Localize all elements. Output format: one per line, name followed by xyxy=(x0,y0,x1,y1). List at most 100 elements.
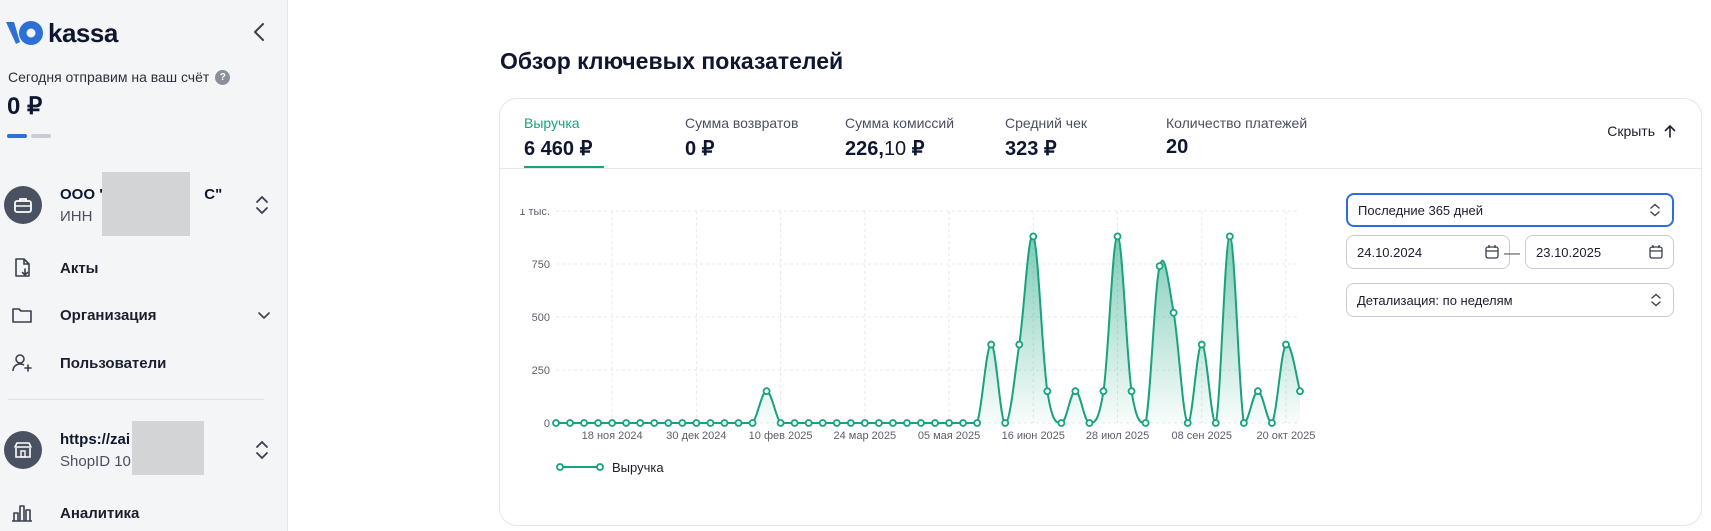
folder-icon xyxy=(12,308,32,323)
x-tick-label: 20 окт 2025 xyxy=(1257,430,1316,442)
organization-switcher[interactable]: ООО " С" ИНН xyxy=(4,172,274,236)
y-tick-label: 500 xyxy=(532,312,550,324)
payout-label-text: Сегодня отправим на ваш счёт xyxy=(8,69,210,85)
sidebar-item-analytics[interactable]: Аналитика xyxy=(10,498,272,528)
x-tick-label: 30 дек 2024 xyxy=(666,430,726,442)
data-point xyxy=(1057,419,1066,427)
data-point xyxy=(1253,387,1262,396)
metric-label: Сумма возвратов xyxy=(685,115,799,131)
chevron-down-icon[interactable] xyxy=(256,307,272,323)
metric-label: Средний чек xyxy=(1005,115,1088,131)
carousel-dot[interactable] xyxy=(7,134,27,138)
detail-value: Детализация: по неделям xyxy=(1357,292,1513,308)
data-point xyxy=(846,419,855,427)
date-from-input[interactable]: 24.10.2024 xyxy=(1346,235,1510,269)
yoomoney-logo-icon xyxy=(6,21,43,45)
active-tab-indicator xyxy=(524,166,604,168)
data-point xyxy=(636,419,645,427)
data-point xyxy=(748,419,757,427)
store-icon xyxy=(4,431,42,469)
metric-label: Выручка xyxy=(524,115,580,131)
sidebar-item-users[interactable]: Пользователи xyxy=(10,348,272,378)
sidebar-item-label: Аналитика xyxy=(60,504,140,522)
data-point xyxy=(1225,232,1234,241)
metric-value: 0 ₽ xyxy=(685,138,715,160)
tab-refunds[interactable]: Сумма возвратов 0 ₽ xyxy=(685,115,798,161)
legend-label: Выручка xyxy=(612,460,664,475)
data-point xyxy=(580,419,588,427)
metric-label: Сумма комиссий xyxy=(845,115,955,131)
expand-collapse-icon[interactable] xyxy=(254,194,270,216)
data-point xyxy=(1282,340,1290,349)
hide-chart-button[interactable]: Скрыть xyxy=(1607,123,1677,139)
tabs-divider xyxy=(500,168,1701,169)
brand-name: kassa xyxy=(48,17,118,48)
calendar-icon[interactable] xyxy=(1485,244,1499,260)
data-point xyxy=(1268,419,1276,427)
date-to-input[interactable]: 23.10.2025 xyxy=(1525,235,1674,269)
shop-switcher[interactable]: https://zai ShopID 10 xyxy=(4,421,274,481)
data-point xyxy=(1113,232,1122,241)
data-point xyxy=(552,419,560,427)
data-point xyxy=(1015,340,1024,349)
data-point xyxy=(1071,387,1080,396)
data-point xyxy=(762,387,771,396)
metric-value: 226,10 ₽ xyxy=(845,138,925,160)
logo[interactable]: kassa xyxy=(4,16,118,50)
data-point xyxy=(1127,387,1136,396)
metric-value: 6 460 ₽ xyxy=(524,138,593,160)
date-from-value: 24.10.2024 xyxy=(1357,244,1423,260)
metric-value: 323 ₽ xyxy=(1005,138,1057,160)
briefcase-icon xyxy=(4,186,42,224)
data-point xyxy=(945,419,953,427)
legend-marker xyxy=(596,463,604,471)
data-point xyxy=(818,419,827,427)
date-to-value: 23.10.2025 xyxy=(1536,244,1602,260)
sidebar-item-label: Организация xyxy=(60,306,157,324)
organization-name: ООО " С" xyxy=(60,186,223,203)
data-point xyxy=(1099,387,1108,396)
data-point xyxy=(1029,232,1038,241)
carousel-dot[interactable] xyxy=(31,134,51,138)
y-tick-label: 250 xyxy=(532,365,550,377)
add-user-icon xyxy=(12,354,32,372)
bar-chart-icon xyxy=(12,505,32,522)
data-point xyxy=(903,419,911,427)
data-point xyxy=(1183,419,1192,427)
calendar-icon[interactable] xyxy=(1649,244,1663,260)
payout-amount: 0 ₽ xyxy=(7,93,43,120)
x-tick-label: 16 июн 2025 xyxy=(1002,430,1065,442)
x-tick-label: 08 сен 2025 xyxy=(1171,430,1232,442)
help-icon[interactable]: ? xyxy=(215,69,231,85)
payout-label: Сегодня отправим на ваш счёт ? xyxy=(8,69,231,85)
hide-chart-label: Скрыть xyxy=(1607,123,1655,139)
collapse-sidebar-icon[interactable] xyxy=(248,20,272,44)
x-tick-label: 05 мая 2025 xyxy=(918,430,980,442)
detail-select[interactable]: Детализация: по неделям xyxy=(1346,283,1674,317)
data-point xyxy=(1296,387,1304,396)
tab-commissions[interactable]: Сумма комиссий 226,10 ₽ xyxy=(845,115,954,161)
sidebar-divider xyxy=(8,399,264,400)
data-point xyxy=(1169,308,1178,317)
data-point xyxy=(1239,419,1248,427)
tab-average-check[interactable]: Средний чек 323 ₽ xyxy=(1005,115,1087,161)
data-point xyxy=(931,419,939,427)
data-point xyxy=(678,419,687,427)
data-point xyxy=(734,419,743,427)
sidebar-item-acts[interactable]: Акты xyxy=(10,253,272,283)
sidebar-item-organization[interactable]: Организация xyxy=(10,300,272,330)
sidebar-item-label: Акты xyxy=(60,259,99,277)
data-point xyxy=(594,419,603,427)
tab-revenue[interactable]: Выручка 6 460 ₽ xyxy=(524,115,592,161)
data-point xyxy=(566,419,574,427)
data-point xyxy=(1197,340,1206,349)
data-point xyxy=(1001,419,1010,427)
tab-payments-count[interactable]: Количество платежей 20 xyxy=(1166,115,1307,159)
period-select[interactable]: Последние 365 дней xyxy=(1346,193,1674,227)
data-point xyxy=(706,419,715,427)
data-point xyxy=(650,419,659,427)
data-point xyxy=(889,419,897,427)
expand-collapse-icon[interactable] xyxy=(254,439,270,461)
data-point xyxy=(622,419,631,427)
data-point xyxy=(790,419,799,427)
